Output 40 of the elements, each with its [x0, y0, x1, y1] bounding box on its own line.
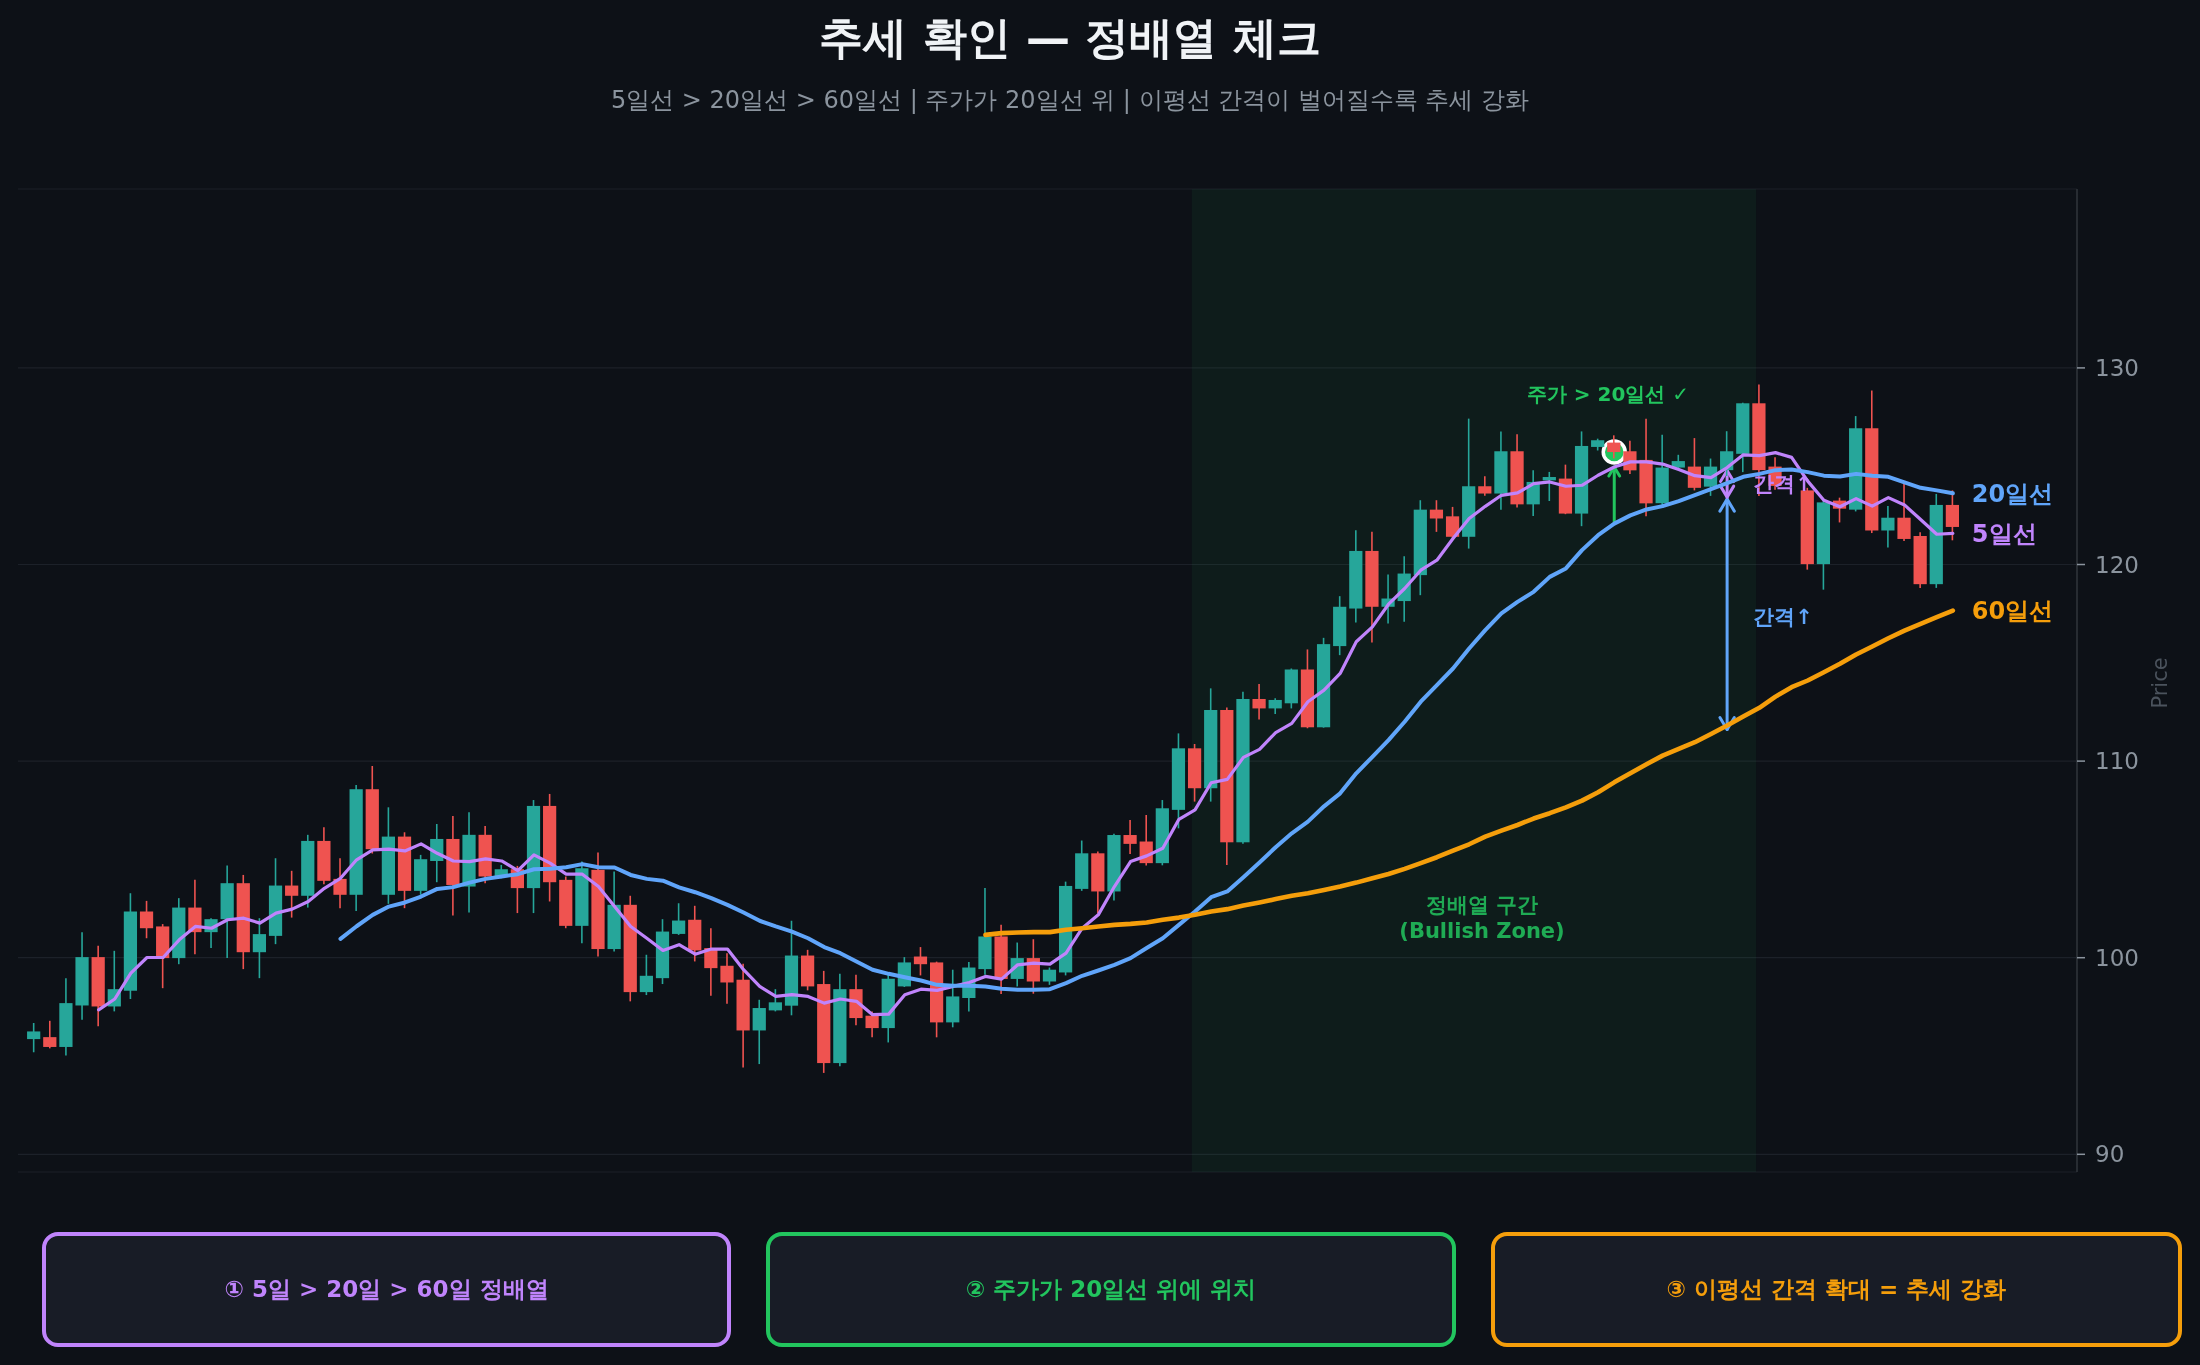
chart-subtitle: 5일선 > 20일선 > 60일선 | 주가가 20일선 위 | 이평선 간격이 벌어질수록 추세 강화 [609, 86, 1531, 115]
candlestick [1123, 819, 1137, 855]
candlestick [865, 1010, 879, 1039]
candlestick [752, 998, 766, 1065]
candlestick [1897, 483, 1911, 542]
card: ① 5일 > 20일 > 60일 정배열 [42, 1232, 731, 1347]
series-label: 5일선 [1971, 519, 2037, 548]
y-tick-label: 120 [2095, 551, 2139, 578]
line-series [338, 467, 1955, 992]
card: ③ 이평선 간격 확대 = 추세 강화 [1491, 1232, 2182, 1347]
candlestick [1881, 505, 1895, 549]
y-tick-label: 90 [2095, 1141, 2125, 1168]
candlestick [43, 1020, 57, 1050]
candlestick [672, 902, 686, 936]
candlestick [139, 900, 154, 940]
candlestick [27, 1022, 41, 1054]
series-label: 60일선 [1971, 596, 2054, 625]
candlestick [1252, 683, 1266, 721]
candlestick [1478, 475, 1492, 497]
candlestick [285, 870, 299, 919]
candlestick [1607, 434, 1621, 460]
candlestick [720, 952, 734, 1005]
candlestick [639, 953, 653, 996]
annotation: 정배열 구간 (Bullish Zone) [1399, 891, 1565, 945]
y-tick-label: 110 [2095, 748, 2139, 775]
annotation: 주가 > 20일선 ✓ [1526, 381, 1690, 407]
candlestick [1429, 499, 1444, 533]
series-label: 20일선 [1971, 479, 2054, 508]
candlestick [252, 917, 267, 979]
chart-title: 추세 확인 — 정배열 체크 [818, 12, 1322, 65]
card: ② 주가가 20일선 위에 위치 [766, 1232, 1456, 1347]
candlestick [768, 988, 782, 1013]
candlestick [1445, 506, 1460, 540]
candlestick [333, 857, 347, 909]
y-axis-title: Price [2148, 657, 2172, 709]
candlestick [913, 946, 928, 977]
y-tick-label: 130 [2095, 355, 2139, 382]
candlestick [1945, 489, 1960, 542]
y-tick-label: 100 [2095, 944, 2139, 971]
annotation: 간격↑ [1753, 603, 1813, 631]
